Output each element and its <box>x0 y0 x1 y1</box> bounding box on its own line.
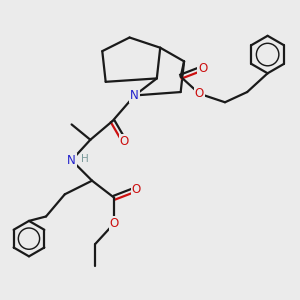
Text: H: H <box>81 154 88 164</box>
Text: O: O <box>195 87 204 100</box>
Text: N: N <box>67 154 76 167</box>
Text: N: N <box>130 89 139 102</box>
Text: O: O <box>110 217 119 230</box>
Text: O: O <box>132 183 141 196</box>
Text: O: O <box>120 135 129 148</box>
Text: O: O <box>198 62 208 75</box>
